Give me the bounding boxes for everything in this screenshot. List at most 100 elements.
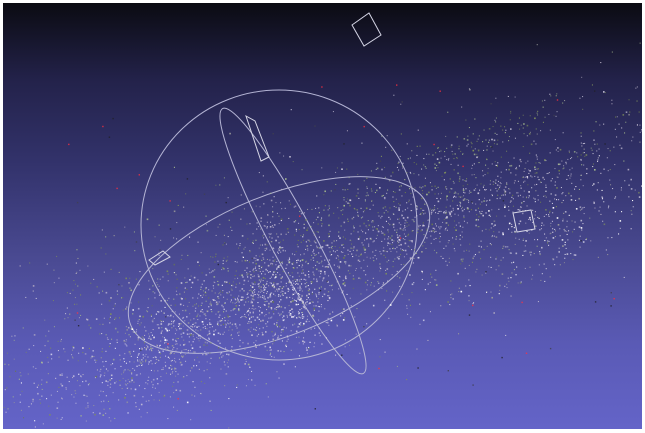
cloud-point [565, 163, 567, 165]
cloud-point [217, 340, 219, 342]
cloud-point [437, 212, 439, 214]
cloud-point [524, 267, 526, 269]
sparse-point [314, 125, 316, 127]
cloud-point [574, 188, 576, 190]
cloud-point [256, 228, 258, 230]
cloud-point [314, 288, 316, 290]
cloud-point [204, 327, 206, 329]
cloud-point [450, 210, 453, 213]
cloud-point [72, 349, 74, 351]
cloud-point [536, 44, 538, 46]
cloud-point [175, 350, 177, 352]
cloud-point [114, 417, 116, 419]
sparse-point [580, 240, 582, 242]
cloud-point [301, 290, 303, 292]
cloud-point [301, 312, 303, 314]
3d-viewport[interactable] [3, 3, 642, 429]
cloud-point [69, 292, 71, 294]
cloud-point [222, 306, 224, 308]
cloud-point [310, 328, 312, 330]
cloud-point [223, 234, 225, 236]
cloud-point [592, 163, 594, 165]
cloud-point [298, 315, 300, 317]
cloud-point [510, 226, 512, 228]
cloud-point [480, 246, 482, 248]
cloud-point [205, 315, 207, 317]
cloud-point [538, 217, 540, 219]
cloud-point [294, 315, 296, 317]
cloud-point [353, 230, 355, 232]
cloud-point [520, 124, 522, 126]
cloud-point [310, 283, 312, 285]
cloud-point [262, 334, 264, 336]
cloud-point [534, 218, 536, 220]
cloud-point [254, 283, 256, 285]
cloud-point [490, 256, 492, 258]
cloud-point [416, 208, 418, 210]
cloud-point [400, 224, 402, 226]
cloud-point [398, 189, 401, 191]
cloud-point [34, 426, 36, 428]
cloud-point [406, 225, 408, 227]
cloud-point [302, 325, 304, 327]
cloud-point [101, 382, 103, 384]
cloud-point [275, 309, 277, 311]
cloud-point [388, 317, 390, 319]
cloud-point [278, 223, 280, 225]
cloud-point [227, 256, 229, 258]
cloud-point [440, 192, 442, 194]
cloud-point [435, 284, 438, 286]
cloud-point [499, 187, 501, 189]
cloud-point [436, 197, 438, 199]
cloud-point [478, 245, 480, 247]
cloud-point [275, 306, 277, 308]
cloud-point [282, 328, 284, 330]
cloud-point [298, 275, 300, 277]
point-cloud-scene[interactable] [3, 3, 642, 429]
cloud-point [103, 317, 105, 319]
cloud-point [285, 346, 287, 348]
cloud-point [376, 189, 378, 192]
cloud-point [157, 284, 159, 286]
cloud-point [93, 405, 95, 407]
cloud-point [295, 303, 298, 306]
camera-frustum-icon[interactable] [148, 250, 171, 266]
cloud-point [283, 326, 285, 328]
cloud-point [153, 317, 155, 319]
cloud-point [161, 327, 163, 329]
camera-frustum-icon[interactable] [245, 114, 270, 162]
cloud-point [90, 282, 92, 284]
cloud-point [269, 354, 271, 356]
cloud-point [581, 208, 583, 210]
cloud-point [186, 401, 189, 404]
cloud-point [469, 243, 471, 245]
cloud-point [146, 218, 149, 221]
cloud-point [513, 269, 515, 271]
cloud-point [518, 238, 520, 240]
cloud-point [95, 375, 97, 378]
cloud-point [160, 320, 162, 322]
cloud-point [619, 220, 622, 222]
cloud-point [47, 356, 49, 358]
cloud-point [41, 388, 43, 390]
cloud-point [634, 189, 636, 191]
cloud-point [132, 368, 134, 370]
camera-frustum-icon[interactable] [351, 12, 382, 47]
cloud-point [360, 293, 362, 295]
cloud-point [258, 333, 260, 335]
cloud-point [490, 291, 492, 293]
cloud-point [282, 249, 285, 252]
cloud-point [240, 296, 242, 298]
cloud-point [246, 272, 248, 274]
cloud-point [13, 339, 15, 341]
cloud-point [132, 331, 134, 333]
cloud-point [445, 186, 447, 188]
cloud-point [292, 297, 294, 299]
cloud-point [558, 251, 560, 253]
cloud-point [431, 276, 433, 278]
camera-frustum-icon[interactable] [512, 209, 536, 233]
cloud-point [321, 343, 323, 345]
cloud-point [446, 229, 448, 231]
cloud-point [228, 329, 230, 331]
cloud-point [267, 321, 269, 323]
